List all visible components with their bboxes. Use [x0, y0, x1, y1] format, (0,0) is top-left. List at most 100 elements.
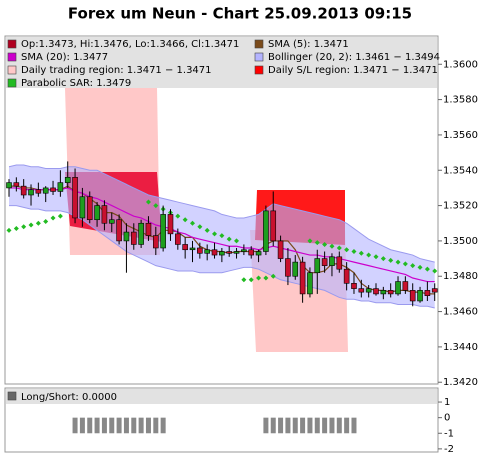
candle-body [101, 205, 108, 224]
sar-point [248, 277, 254, 283]
legend-label: Op:1.3473, Hi:1.3476, Lo:1.3466, Cl:1.34… [21, 39, 239, 50]
candle-body [175, 233, 181, 245]
legend-box [6, 37, 437, 88]
y-tick-label: 1.3420 [443, 377, 478, 388]
candle-body [307, 272, 313, 295]
candle-body [123, 231, 130, 242]
candle-body [373, 288, 379, 295]
legend-label: Long/Short: 0.0000 [21, 392, 117, 403]
sar-point [358, 250, 364, 256]
candle-body [86, 196, 93, 221]
y-tick-label: 1.3440 [443, 342, 478, 353]
bar [109, 417, 115, 434]
y-tick-label: 1.3600 [443, 59, 478, 70]
sar-point [256, 275, 262, 281]
candle-body [145, 222, 152, 236]
sar-point [351, 249, 357, 255]
plot-layer: Op:1.3473, Hi:1.3476, Lo:1.3466, Cl:1.34… [6, 37, 478, 388]
bar [263, 417, 269, 434]
bar [307, 417, 313, 434]
sar-point [263, 275, 269, 281]
y-tick-label: 1.3460 [443, 307, 478, 318]
y-tick-label: 1 [444, 397, 450, 408]
bar [123, 417, 129, 434]
candle-body [358, 288, 365, 293]
legend-swatch [254, 65, 264, 75]
candle-body [321, 258, 328, 266]
candle-body [130, 231, 137, 245]
sar-point [35, 220, 41, 226]
candle-body [57, 182, 64, 192]
candle-body [160, 214, 166, 249]
bar [300, 417, 306, 434]
bar [285, 417, 291, 434]
legend-swatch [254, 52, 264, 62]
sar-point [314, 240, 320, 246]
chart-title: Forex um Neun - Chart 25.09.2013 09:15 [68, 5, 412, 23]
candle-body [409, 290, 416, 302]
candle-body [343, 268, 350, 284]
bar [101, 417, 107, 434]
bar [329, 417, 335, 434]
candle-body [226, 251, 232, 254]
bar [322, 417, 328, 434]
sar-point [226, 236, 232, 242]
y-tick-label: 1.3500 [443, 236, 478, 247]
bar [160, 417, 166, 434]
y-tick-label: 1.3540 [443, 165, 478, 176]
candle-body [108, 219, 115, 224]
candle-body [94, 205, 100, 221]
sar-point [395, 259, 401, 265]
candle-body [380, 290, 387, 295]
bar [153, 417, 159, 434]
candle-body [211, 249, 218, 256]
bar [131, 417, 137, 434]
sar-point [366, 252, 372, 258]
candle-body [277, 240, 284, 259]
candle-body [189, 247, 196, 251]
bar [138, 417, 144, 434]
sar-point [307, 238, 313, 244]
candle-body [28, 189, 34, 196]
bollinger-lower [9, 205, 435, 309]
sar-point [197, 224, 203, 230]
candle-body [13, 182, 20, 187]
y-tick-label: 0 [444, 413, 450, 424]
bar [278, 417, 284, 434]
candle-body [64, 177, 71, 183]
sar-point [424, 266, 430, 272]
candle-body [329, 256, 335, 266]
candle-body [42, 187, 49, 194]
candle-body [395, 281, 401, 295]
sar-point [175, 213, 181, 219]
candle-body [417, 290, 423, 302]
sar-point [190, 220, 195, 226]
candle-body [50, 187, 56, 192]
sar-point [417, 264, 423, 270]
sma-line [9, 187, 435, 283]
y-tick-label: -1 [444, 428, 454, 439]
bar [116, 417, 122, 434]
sar-point [270, 273, 276, 279]
bar [72, 417, 78, 434]
candle-body [387, 290, 394, 295]
sar-point [6, 227, 12, 233]
legend-label: Daily S/L region: 1.3471 − 1.3471 [268, 65, 438, 76]
y-tick-label: 1.3480 [443, 271, 478, 282]
bar [94, 417, 100, 434]
legend-swatch [7, 78, 17, 88]
candle-body [424, 290, 431, 296]
sar-point [329, 243, 335, 249]
bar [351, 417, 357, 434]
candle-body [255, 251, 262, 256]
legend-label: SMA (20): 1.3477 [21, 52, 108, 63]
y-tick-label: -2 [444, 444, 454, 455]
candle-body [197, 247, 203, 254]
sar-point [388, 257, 394, 263]
sar-point [28, 222, 34, 228]
legend-swatch [7, 52, 17, 62]
candle-body [241, 249, 247, 252]
legend-label: Daily trading region: 1.3471 − 1.3471 [21, 65, 212, 76]
candle-body [299, 261, 306, 295]
